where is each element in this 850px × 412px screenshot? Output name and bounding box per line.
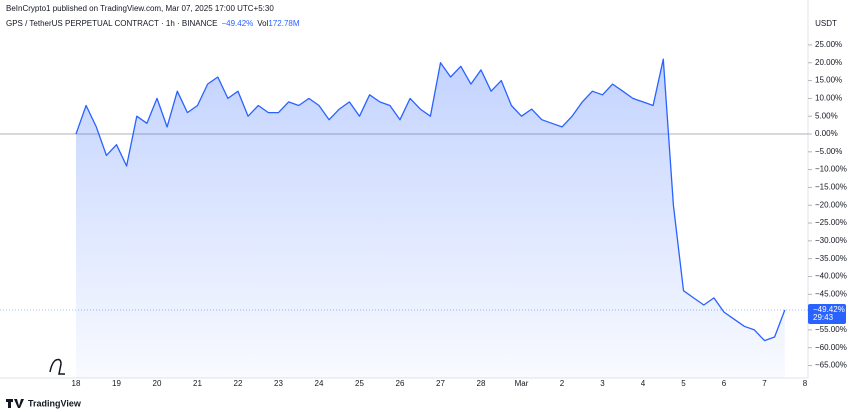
y-tick-label: −20.00% bbox=[815, 200, 847, 209]
published-note: BeInCrypto1 published on TradingView.com… bbox=[6, 4, 274, 13]
chart-title: GPS / TetherUS PERPETUAL CONTRACT · 1h ·… bbox=[6, 19, 300, 28]
volume: 172.78M bbox=[268, 19, 299, 28]
x-tick-label: Mar bbox=[515, 379, 529, 388]
watermark-icon bbox=[49, 358, 65, 375]
last-value-box bbox=[808, 304, 846, 325]
symbol: GPS / TetherUS PERPETUAL CONTRACT · 1h ·… bbox=[6, 19, 217, 28]
last-value-label: −49.42% bbox=[813, 305, 845, 314]
currency: USDT bbox=[815, 19, 837, 28]
area-fill bbox=[76, 59, 785, 378]
x-tick-label: 8 bbox=[803, 379, 808, 388]
volume-label: Vol bbox=[257, 19, 268, 28]
y-tick-label: 20.00% bbox=[815, 58, 842, 67]
brand-logo bbox=[6, 399, 24, 408]
x-tick-label: 2 bbox=[560, 379, 565, 388]
countdown: 29:43 bbox=[813, 313, 834, 322]
y-tick-label: −5.00% bbox=[815, 147, 842, 156]
y-tick-label: −40.00% bbox=[815, 272, 847, 281]
x-tick-label: 23 bbox=[274, 379, 283, 388]
x-tick-label: 3 bbox=[600, 379, 605, 388]
y-tick-label: 5.00% bbox=[815, 111, 838, 120]
y-tick-label: 0.00% bbox=[815, 129, 838, 138]
y-tick-label: −30.00% bbox=[815, 236, 847, 245]
change: −49.42% bbox=[221, 19, 253, 28]
y-tick-label: −55.00% bbox=[815, 325, 847, 334]
y-tick-label: 10.00% bbox=[815, 93, 842, 102]
y-tick-label: −65.00% bbox=[815, 361, 847, 370]
y-tick-label: −60.00% bbox=[815, 343, 847, 352]
x-tick-label: 27 bbox=[436, 379, 445, 388]
brand: TradingView bbox=[28, 398, 82, 408]
y-tick-label: −35.00% bbox=[815, 254, 847, 263]
x-tick-label: 20 bbox=[153, 379, 162, 388]
y-tick-label: 25.00% bbox=[815, 40, 842, 49]
x-tick-label: 24 bbox=[315, 379, 324, 388]
x-tick-label: 25 bbox=[355, 379, 364, 388]
x-tick-label: 22 bbox=[234, 379, 243, 388]
price-line bbox=[75, 58, 786, 342]
y-tick-label: −15.00% bbox=[815, 183, 847, 192]
x-tick-label: 21 bbox=[193, 379, 202, 388]
x-tick-label: 28 bbox=[477, 379, 486, 388]
x-tick-label: 7 bbox=[762, 379, 767, 388]
x-tick-label: 19 bbox=[112, 379, 121, 388]
x-tick-label: 18 bbox=[72, 379, 81, 388]
x-tick-label: 5 bbox=[681, 379, 686, 388]
x-tick-label: 26 bbox=[396, 379, 405, 388]
y-tick-label: −25.00% bbox=[815, 218, 847, 227]
x-tick-label: 4 bbox=[641, 379, 646, 388]
y-tick-label: −10.00% bbox=[815, 165, 847, 174]
y-tick-label: −45.00% bbox=[815, 289, 847, 298]
y-tick-label: 15.00% bbox=[815, 76, 842, 85]
x-tick-label: 6 bbox=[722, 379, 727, 388]
